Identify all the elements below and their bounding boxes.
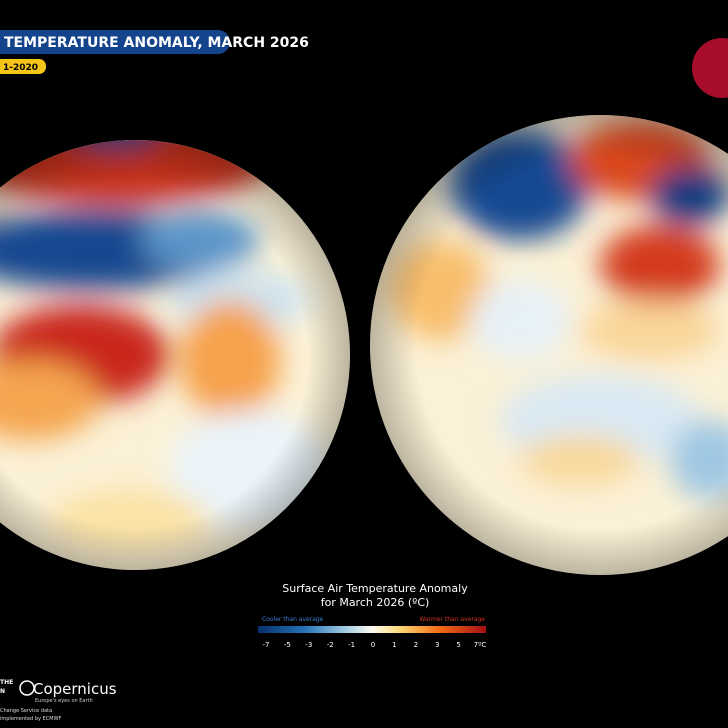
globe-americas: [0, 140, 350, 570]
colorbar-tick-label: 7ºC: [474, 641, 487, 649]
title: TEMPERATURE ANOMALY, MARCH 2026: [4, 35, 309, 51]
colorbar-tick-label: 1: [392, 641, 396, 649]
colorbar-tick-label: -3: [305, 641, 312, 649]
title-banner: [0, 30, 230, 54]
globe-europe-africa: [370, 115, 728, 575]
subtitle: 1-2020: [3, 63, 38, 73]
legend-title: Surface Air Temperature Anomaly: [282, 582, 468, 595]
colorbar-tick-label: -7: [263, 641, 270, 649]
warmer-label: Warmer than average: [419, 616, 485, 623]
credit: implemented by ECMWF: [0, 716, 61, 722]
brand: Copernicus: [33, 680, 117, 698]
colorbar-tick-label: -2: [327, 641, 334, 649]
tagline: Europe's eyes on Earth: [35, 698, 93, 704]
brand-icon: [19, 680, 35, 696]
colorbar-tick-label: 0: [371, 641, 375, 649]
colorbar-tick-label: 5: [456, 641, 460, 649]
credit: Change Service data: [0, 708, 52, 714]
colorbar-tick-label: 2: [414, 641, 418, 649]
cooler-label: Cooler than average: [262, 616, 324, 623]
partner-line: N: [0, 688, 5, 695]
logo: [692, 38, 728, 98]
subtitle-badge: [0, 59, 46, 74]
colorbar-tick-label: -5: [284, 641, 291, 649]
colorbar-tick-label: 3: [435, 641, 439, 649]
colorbar: [258, 626, 486, 633]
partner-line: THE: [0, 679, 13, 686]
legend-subtitle: for March 2026 (ºC): [321, 596, 430, 609]
colorbar-tick-label: -1: [348, 641, 355, 649]
